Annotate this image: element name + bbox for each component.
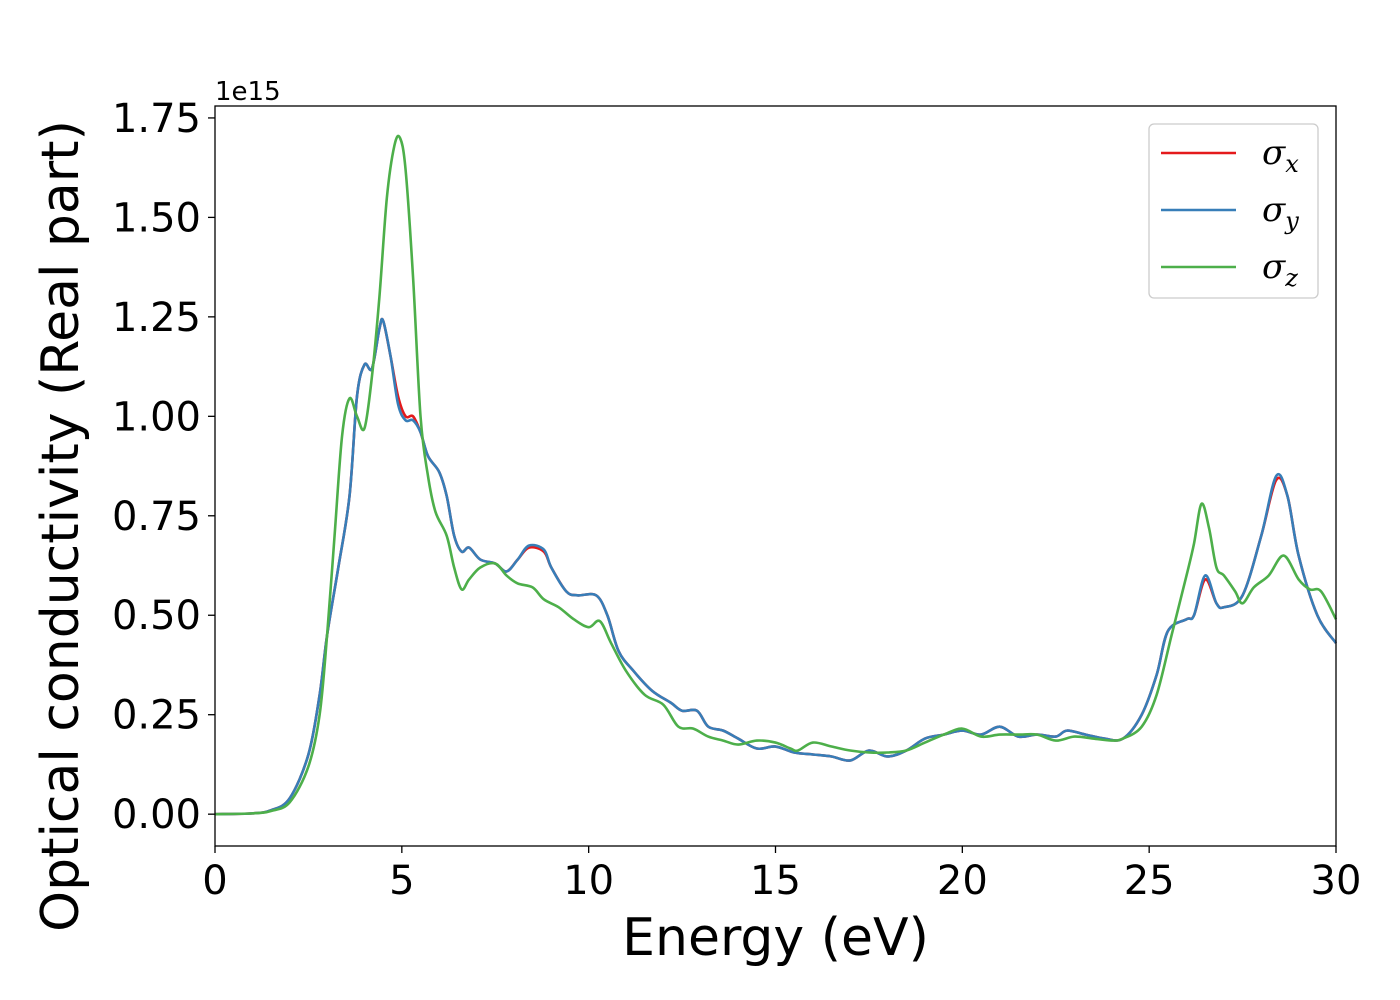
x-tick-label: 0 bbox=[202, 858, 227, 904]
series-line-sigma-y bbox=[214, 317, 1338, 816]
series-line-sigma-z bbox=[214, 134, 1338, 816]
x-tick-label: 25 bbox=[1124, 858, 1175, 904]
series-layer bbox=[214, 134, 1338, 816]
y-axis: 0.00 0.25 0.50 0.75 1.00 1.25 1.50 1.75 bbox=[112, 96, 215, 838]
x-tick-label: 30 bbox=[1311, 858, 1362, 904]
x-tick-label: 5 bbox=[389, 858, 414, 904]
y-tick-label: 0.50 bbox=[112, 593, 201, 639]
x-tick-label: 15 bbox=[750, 858, 801, 904]
y-tick-label: 0.25 bbox=[112, 693, 201, 739]
y-tick-label: 1.25 bbox=[112, 295, 201, 341]
x-tick-label: 20 bbox=[937, 858, 988, 904]
y-tick-label: 1.50 bbox=[112, 195, 201, 241]
x-axis-title: Energy (eV) bbox=[622, 908, 929, 968]
x-tick-label: 10 bbox=[563, 858, 614, 904]
y-offset-label: 1e15 bbox=[215, 77, 281, 107]
y-tick-label: 0.75 bbox=[112, 494, 201, 540]
y-tick-label: 1.75 bbox=[112, 96, 201, 142]
y-tick-label: 0.00 bbox=[112, 792, 201, 838]
y-axis-title: Optical conductivity (Real part) bbox=[31, 120, 91, 932]
x-axis: 0 5 10 15 20 25 30 bbox=[202, 846, 1361, 904]
y-tick-label: 1.00 bbox=[112, 394, 201, 440]
